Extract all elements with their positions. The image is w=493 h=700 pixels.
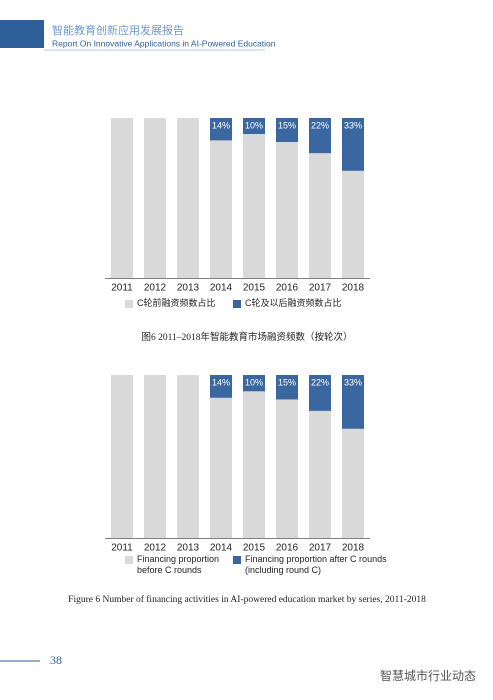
value-label: 33% bbox=[344, 377, 362, 387]
bar-segment bbox=[342, 118, 364, 171]
bar-segment bbox=[342, 375, 364, 429]
x-tick-label: 2013 bbox=[177, 283, 200, 294]
bar-segment bbox=[177, 375, 199, 538]
x-tick-label: 2011 bbox=[111, 283, 133, 294]
value-label: 14% bbox=[212, 377, 230, 387]
x-tick-label: 2017 bbox=[309, 283, 332, 294]
x-tick-label: 2012 bbox=[144, 283, 167, 294]
legend-label: Financing proportion before C rounds bbox=[137, 554, 220, 575]
legend-label: C轮及以后融资频数占比 bbox=[245, 298, 342, 308]
x-tick-label: 2014 bbox=[210, 543, 233, 554]
bar-segment bbox=[243, 391, 265, 538]
bar-segment bbox=[276, 375, 298, 400]
header-subtitle: Report On Innovative Applications in AI-… bbox=[52, 38, 276, 48]
legend-swatch bbox=[125, 300, 133, 308]
legend-swatch bbox=[233, 556, 241, 564]
header-block bbox=[0, 20, 44, 48]
legend-swatch bbox=[125, 556, 133, 564]
bar-segment bbox=[276, 399, 298, 538]
x-tick-label: 2013 bbox=[177, 543, 200, 554]
bar-segment bbox=[309, 375, 331, 411]
x-tick-label: 2011 bbox=[111, 543, 133, 554]
x-tick-label: 2017 bbox=[309, 543, 332, 554]
legend-label: C轮前融资频数占比 bbox=[137, 298, 216, 308]
value-label: 14% bbox=[212, 120, 230, 130]
bar-segment bbox=[210, 397, 232, 538]
value-label: 10% bbox=[245, 120, 263, 130]
x-tick-label: 2014 bbox=[210, 283, 233, 294]
bar-segment bbox=[144, 375, 166, 538]
bar-segment bbox=[210, 140, 232, 278]
legend-entry: Financing proportion before C rounds bbox=[137, 554, 220, 575]
bar-segment bbox=[309, 118, 331, 154]
x-tick-label: 2012 bbox=[144, 543, 167, 554]
bar-segment bbox=[243, 375, 265, 392]
bar-segment bbox=[111, 118, 133, 278]
legend-entry: Financing proportion after C rounds (inc… bbox=[245, 554, 387, 575]
bar-segment bbox=[243, 118, 265, 134]
figure-caption: 图6 2011–2018年智能教育市场融资频数（按轮次） bbox=[141, 331, 352, 343]
x-tick-label: 2018 bbox=[342, 283, 365, 294]
value-label: 15% bbox=[278, 377, 296, 387]
bar-segment bbox=[210, 118, 232, 141]
bar-segment bbox=[309, 153, 331, 278]
watermark: 智慧城市行业动态 bbox=[380, 668, 476, 683]
bar-segment bbox=[243, 134, 265, 278]
bar-segment bbox=[210, 375, 232, 398]
bar-segment bbox=[342, 428, 364, 538]
bar-segment bbox=[276, 142, 298, 278]
x-tick-label: 2015 bbox=[243, 283, 266, 294]
x-tick-label: 2018 bbox=[342, 543, 365, 554]
x-tick-label: 2015 bbox=[243, 543, 266, 554]
bar-segment bbox=[276, 118, 298, 142]
value-label: 33% bbox=[344, 120, 362, 130]
bar-segment bbox=[111, 375, 133, 538]
value-label: 22% bbox=[311, 377, 329, 387]
legend-label: Financing proportion after C rounds (inc… bbox=[245, 554, 387, 575]
value-label: 10% bbox=[245, 377, 263, 387]
value-label: 22% bbox=[311, 120, 329, 130]
value-label: 15% bbox=[278, 120, 296, 130]
legend-swatch bbox=[233, 300, 241, 308]
bar-segment bbox=[309, 410, 331, 538]
legend-entry: C轮及以后融资频数占比 bbox=[245, 298, 342, 308]
bar-segment bbox=[177, 118, 199, 278]
x-tick-label: 2016 bbox=[276, 543, 299, 554]
bar-segment bbox=[144, 118, 166, 278]
x-tick-label: 2016 bbox=[276, 283, 299, 294]
bar-segment bbox=[342, 170, 364, 278]
figure-caption: Figure 6 Number of financing activities … bbox=[68, 594, 426, 605]
page-number: 38 bbox=[50, 653, 62, 667]
legend-entry: C轮前融资频数占比 bbox=[137, 298, 216, 308]
header-title: 智能教育创新应用发展报告 bbox=[52, 23, 184, 37]
